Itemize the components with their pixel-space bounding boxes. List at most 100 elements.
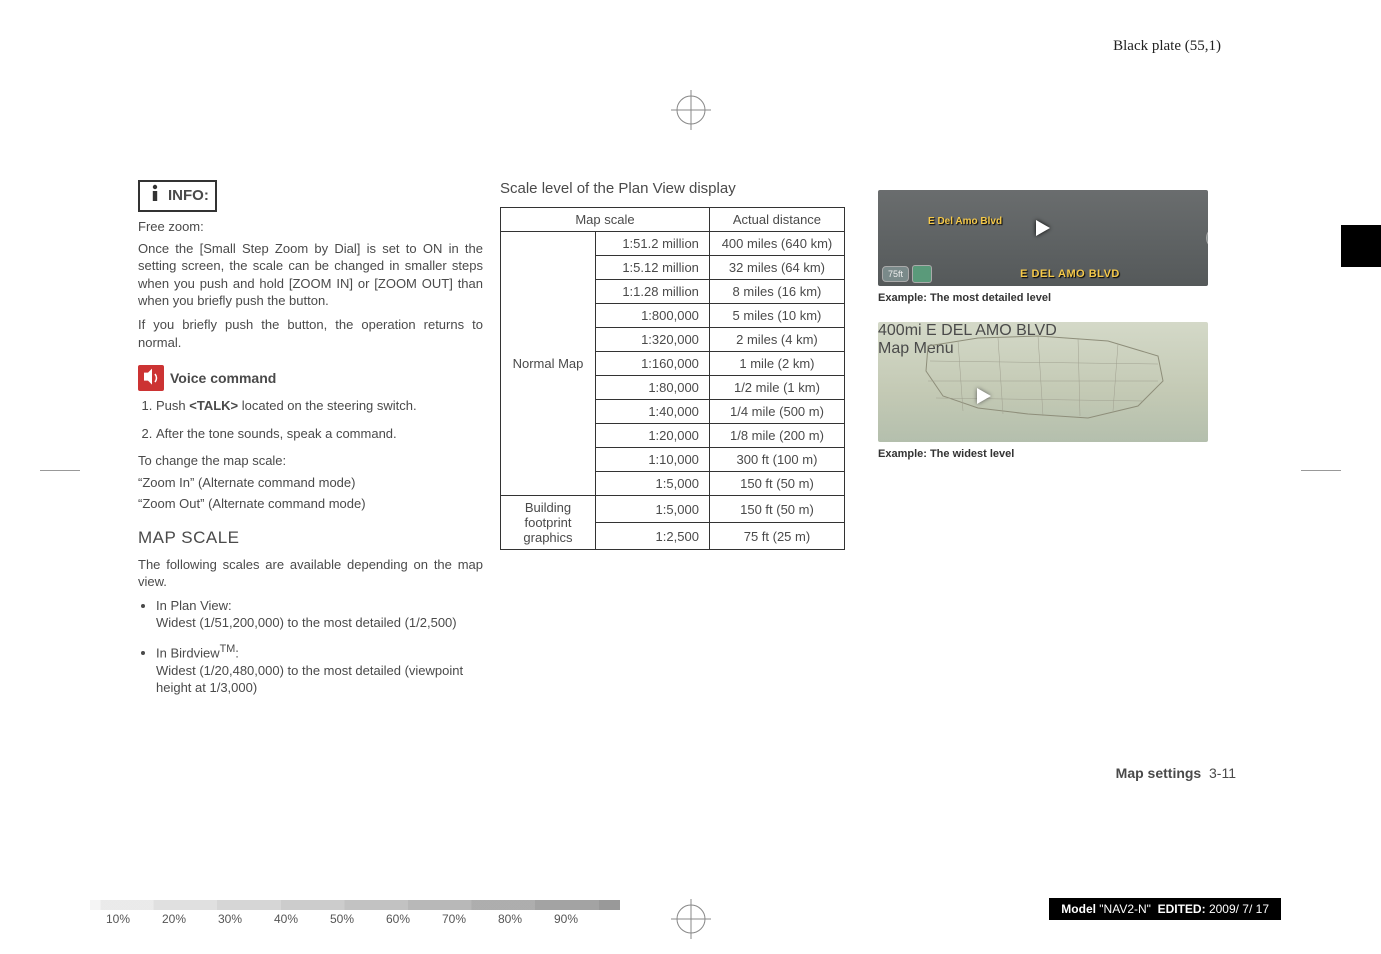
map-bottom-bar: 75ft E DEL AMO BLVD (878, 262, 1208, 286)
map-example-1-wrap: E Del Amo Blvd 75ft E DEL AMO BLVD Map M… (878, 190, 1233, 286)
bullet2-head-pre: In Birdview (156, 645, 220, 660)
scale-pill: 75ft (882, 266, 909, 282)
change-scale-line: To change the map scale: (138, 452, 483, 470)
view-toggle-icon (912, 265, 932, 283)
cell-dist: 1/4 mile (500 m) (709, 400, 844, 424)
map-menu-button[interactable]: Map Menu (1206, 227, 1208, 249)
cell-scale: 1:1.28 million (595, 280, 709, 304)
building-footprint-label: Building footprint graphics (501, 496, 596, 550)
voice-step-1: Push <TALK> located on the steering swit… (156, 397, 483, 415)
cell-dist: 300 ft (100 m) (709, 448, 844, 472)
free-zoom-heading: Free zoom: (138, 218, 483, 236)
map-example-detailed: E Del Amo Blvd 75ft E DEL AMO BLVD Map M… (878, 190, 1208, 286)
cell-scale: 1:80,000 (595, 376, 709, 400)
voice-icon (138, 365, 164, 391)
info-label: INFO: (168, 186, 209, 206)
model-code: "NAV2-N" (1099, 902, 1151, 916)
right-column: E Del Amo Blvd 75ft E DEL AMO BLVD Map M… (878, 190, 1233, 478)
col-map-scale: Map scale (501, 208, 710, 232)
map-scale-intro: The following scales are available depen… (138, 556, 483, 591)
voice-step-2: After the tone sounds, speak a command. (156, 425, 483, 443)
scale-table: Map scale Actual distance Normal Map 1:5… (500, 207, 845, 550)
cell-scale: 1:320,000 (595, 328, 709, 352)
pct-label: 20% (146, 912, 202, 926)
density-strip (90, 900, 620, 910)
cell-scale: 1:5,000 (595, 472, 709, 496)
pct-label: 30% (202, 912, 258, 926)
usa-outline-icon (908, 326, 1188, 426)
cell-scale: 1:51.2 million (595, 232, 709, 256)
pct-label: 70% (426, 912, 482, 926)
voice-command-label: Voice command (170, 369, 276, 388)
pct-label: 40% (258, 912, 314, 926)
percent-scale: 10% 20% 30% 40% 50% 60% 70% 80% 90% (90, 912, 594, 926)
cell-dist: 1/8 mile (200 m) (709, 424, 844, 448)
bullet1-head: In Plan View: (156, 598, 232, 613)
pct-label: 60% (370, 912, 426, 926)
cell-dist: 75 ft (25 m) (709, 523, 844, 550)
cell-dist: 8 miles (16 km) (709, 280, 844, 304)
cell-scale: 1:5,000 (595, 496, 709, 523)
vehicle-arrow-icon (977, 388, 991, 404)
pct-label: 10% (90, 912, 146, 926)
col-actual-distance: Actual distance (709, 208, 844, 232)
left-column: INFO: Free zoom: Once the [Small Step Zo… (138, 180, 483, 707)
section-name: Map settings (1116, 765, 1202, 781)
street-name-label: E DEL AMO BLVD (932, 268, 1208, 280)
page-number: 3-11 (1209, 765, 1236, 781)
step1-pre: Push (156, 398, 189, 413)
plate-label: Black plate (55,1) (1113, 38, 1221, 55)
middle-column: Scale level of the Plan View display Map… (500, 180, 860, 550)
map-example-2-wrap: 400mi E DEL AMO BLVD Map Menu (878, 322, 1233, 442)
cell-scale: 1:10,000 (595, 448, 709, 472)
cell-dist: 150 ft (50 m) (709, 472, 844, 496)
cell-scale: 1:160,000 (595, 352, 709, 376)
info-icon (146, 184, 164, 208)
map-scale-heading: MAP SCALE (138, 527, 483, 550)
bullet1-body: Widest (1/51,200,000) to the most detail… (156, 615, 457, 630)
bullet2-tm: TM (220, 643, 236, 655)
caption-widest: Example: The widest level (878, 448, 1233, 460)
map-example-widest: 400mi E DEL AMO BLVD Map Menu (878, 322, 1208, 442)
cell-dist: 32 miles (64 km) (709, 256, 844, 280)
page-footer-label: Map settings 3-11 (1116, 765, 1236, 781)
cell-dist: 150 ft (50 m) (709, 496, 844, 523)
table-row: Building footprint graphics 1:5,000 150 … (501, 496, 845, 523)
crop-tick-right (1301, 470, 1341, 471)
edited-label: EDITED: (1158, 902, 1206, 916)
scale-bullets: In Plan View: Widest (1/51,200,000) to t… (138, 597, 483, 697)
cell-dist: 1 mile (2 km) (709, 352, 844, 376)
cell-scale: 1:5.12 million (595, 256, 709, 280)
crop-mark-top (671, 90, 711, 130)
free-zoom-paragraph-1: Once the [Small Step Zoom by Dial] is se… (138, 240, 483, 310)
cell-scale: 1:20,000 (595, 424, 709, 448)
bullet-birdview: In BirdviewTM: Widest (1/20,480,000) to … (156, 642, 483, 697)
cell-dist: 2 miles (4 km) (709, 328, 844, 352)
cell-dist: 1/2 mile (1 km) (709, 376, 844, 400)
voice-command-row: Voice command (138, 365, 483, 391)
step1-post: located on the steering switch. (238, 398, 417, 413)
pct-label: 90% (538, 912, 594, 926)
pct-label: 50% (314, 912, 370, 926)
zoom-in-line: “Zoom In” (Alternate command mode) (138, 474, 483, 492)
cell-scale: 1:800,000 (595, 304, 709, 328)
info-callout: INFO: (138, 180, 217, 212)
zoom-out-line: “Zoom Out” (Alternate command mode) (138, 495, 483, 513)
normal-map-label: Normal Map (501, 232, 596, 496)
edited-date: 2009/ 7/ 17 (1209, 902, 1269, 916)
model-pre: Model (1061, 902, 1099, 916)
model-info-bar: Model "NAV2-N" EDITED: 2009/ 7/ 17 (1049, 898, 1281, 920)
crop-tick-left (40, 470, 80, 471)
road-label-top: E Del Amo Blvd (928, 216, 1002, 227)
cell-dist: 5 miles (10 km) (709, 304, 844, 328)
talk-keyword: <TALK> (189, 398, 238, 413)
crop-mark-bottom (671, 899, 711, 944)
free-zoom-paragraph-2: If you briefly push the button, the oper… (138, 316, 483, 351)
pct-label: 80% (482, 912, 538, 926)
cell-dist: 400 miles (640 km) (709, 232, 844, 256)
bullet2-body: Widest (1/20,480,000) to the most detail… (156, 663, 463, 696)
scale-table-title: Scale level of the Plan View display (500, 180, 860, 197)
cell-scale: 1:40,000 (595, 400, 709, 424)
cell-scale: 1:2,500 (595, 523, 709, 550)
bullet-plan-view: In Plan View: Widest (1/51,200,000) to t… (156, 597, 483, 632)
